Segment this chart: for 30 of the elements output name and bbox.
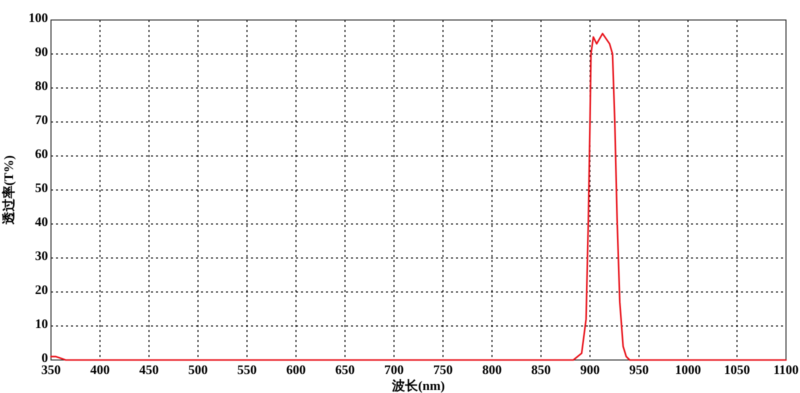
y-tick-label: 50 [35,180,48,195]
y-tick-label: 40 [35,214,48,229]
x-tick-label: 1050 [724,362,750,377]
y-tick-label: 0 [42,350,48,365]
x-tick-label: 450 [139,362,159,377]
x-tick-label: 350 [41,362,61,377]
x-tick-label: 700 [384,362,404,377]
y-tick-label: 10 [35,316,48,331]
x-tick-label: 600 [286,362,306,377]
y-tick-label: 70 [35,112,48,127]
y-tick-label: 20 [35,282,48,297]
y-tick-label: 80 [35,78,48,93]
y-tick-label: 90 [35,44,48,59]
y-axis-title: 透过率(T%) [1,155,16,226]
x-tick-label: 900 [580,362,600,377]
x-tick-label: 1000 [675,362,701,377]
y-tick-label: 100 [28,10,48,25]
y-tick-label: 60 [35,146,48,161]
x-tick-label: 850 [531,362,551,377]
x-tick-label: 400 [90,362,110,377]
x-tick-label: 800 [482,362,502,377]
y-tick-label: 30 [35,248,48,263]
x-tick-label: 550 [237,362,257,377]
x-tick-label: 950 [629,362,649,377]
x-tick-label: 500 [188,362,208,377]
line-series [50,32,787,361]
x-axis-title: 波长(nm) [391,378,445,393]
x-tick-label: 1100 [773,362,799,377]
x-tick-label: 650 [335,362,355,377]
x-tick-label: 750 [433,362,453,377]
